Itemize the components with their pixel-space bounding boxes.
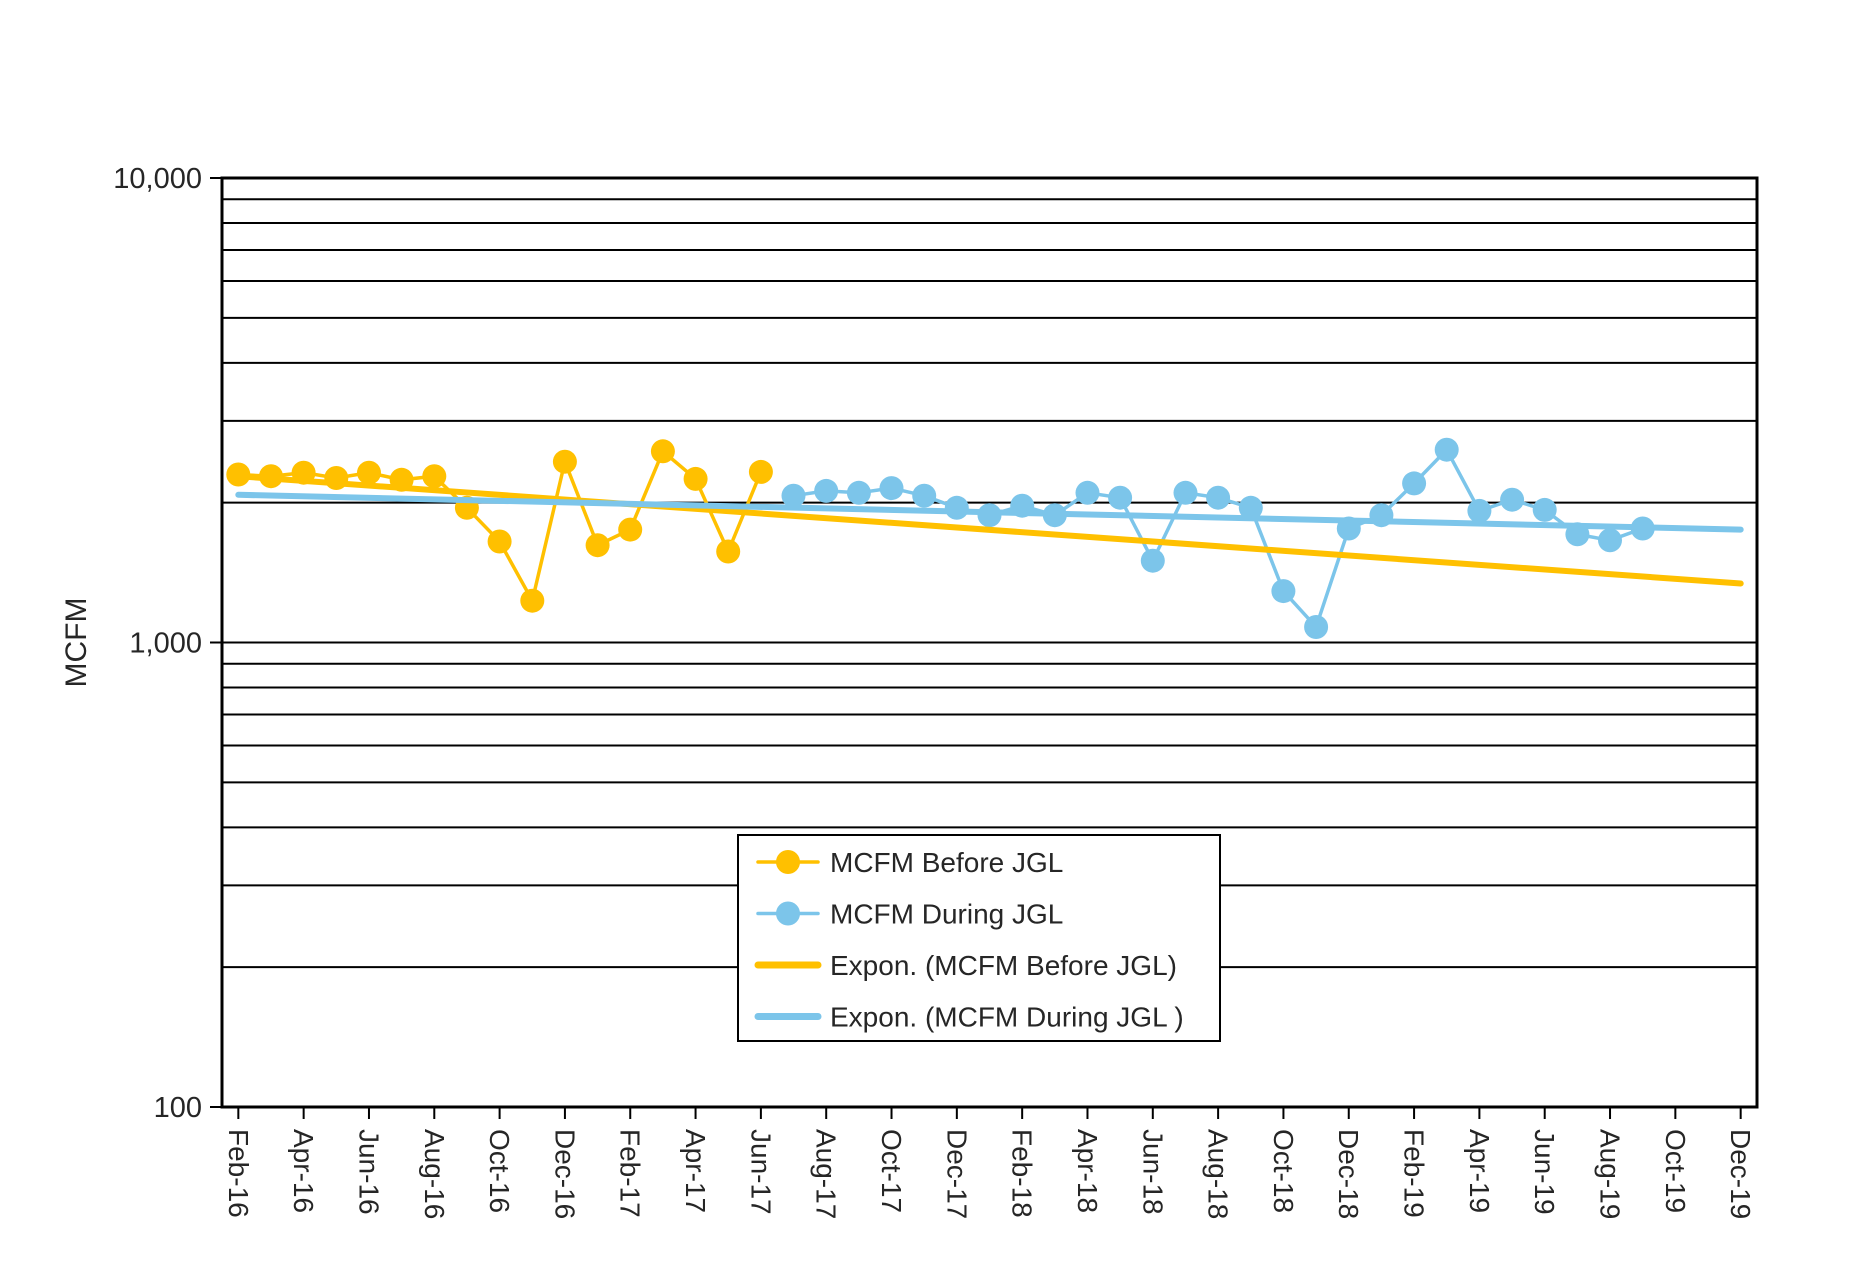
data-point-marker [1206, 485, 1231, 510]
data-point-marker [1075, 480, 1100, 505]
y-tick-label: 10,000 [113, 163, 202, 195]
x-tick-label: Aug-16 [419, 1129, 450, 1219]
legend-sample-marker [776, 901, 800, 926]
data-point-marker [1402, 471, 1427, 496]
legend-label: MCFM Before JGL [830, 847, 1063, 878]
x-tick-label: Feb-18 [1007, 1129, 1038, 1218]
data-point-marker [944, 495, 969, 520]
x-tick-label: Apr-19 [1464, 1129, 1495, 1213]
x-tick-label: Feb-19 [1399, 1129, 1430, 1218]
x-tick-label: Jun-18 [1137, 1129, 1168, 1215]
x-tick-label: Dec-16 [549, 1129, 580, 1219]
data-point-marker [1108, 485, 1133, 510]
data-point-marker [846, 480, 871, 505]
y-axis-title: MCFM [60, 598, 93, 688]
x-tick-label: Feb-17 [615, 1129, 646, 1218]
series-line-1 [793, 446, 1644, 631]
data-point-marker [683, 466, 708, 491]
data-point-marker [716, 539, 741, 564]
x-tick-label: Jun-16 [353, 1129, 384, 1215]
data-point-marker [618, 517, 643, 542]
x-tick-label: Jun-17 [745, 1129, 776, 1215]
legend-label: MCFM During JGL [830, 899, 1063, 930]
legend-sample-marker [776, 850, 800, 874]
data-point-marker [520, 588, 545, 613]
data-point-marker [487, 529, 512, 554]
y-tick-label: 1,000 [129, 628, 202, 660]
x-tick-label: Oct-19 [1660, 1129, 1691, 1213]
y-tick-label: 100 [154, 1092, 202, 1124]
data-point-marker [1598, 528, 1622, 553]
data-point-marker [748, 459, 773, 484]
data-point-marker [1238, 495, 1263, 520]
data-point-marker [650, 439, 675, 464]
x-tick-label: Apr-16 [288, 1129, 319, 1213]
data-point-marker [879, 476, 904, 501]
x-tick-label: Apr-17 [680, 1129, 711, 1213]
x-tick-label: Dec-17 [941, 1129, 972, 1219]
x-tick-label: Dec-18 [1333, 1129, 1364, 1219]
data-point-marker [1140, 548, 1165, 573]
data-point-marker [1467, 498, 1492, 523]
data-point-marker [1532, 497, 1557, 522]
x-tick-label: Dec-19 [1725, 1129, 1756, 1219]
x-tick-label: Aug-19 [1595, 1129, 1626, 1219]
trendline-0 [235, 473, 1744, 587]
data-point-marker [912, 483, 937, 508]
x-tick-label: Oct-17 [876, 1129, 907, 1213]
x-tick-label: Oct-18 [1268, 1129, 1299, 1213]
data-point-marker [552, 449, 577, 474]
data-point-marker [1500, 487, 1525, 512]
x-tick-label: Aug-17 [811, 1129, 842, 1219]
x-tick-label: Apr-18 [1072, 1129, 1103, 1213]
legend-label: Expon. (MCFM During JGL ) [830, 1002, 1184, 1033]
data-point-marker [357, 460, 381, 485]
data-point-marker [1271, 579, 1296, 604]
data-point-marker [1173, 480, 1198, 505]
legend-label: Expon. (MCFM Before JGL) [830, 950, 1177, 981]
data-point-marker [585, 533, 610, 558]
data-point-marker [814, 478, 839, 503]
x-tick-label: Aug-18 [1203, 1129, 1234, 1219]
x-tick-label: Oct-16 [484, 1129, 515, 1213]
data-point-marker [1434, 437, 1459, 462]
data-point-marker [422, 464, 447, 489]
data-point-marker [1304, 615, 1329, 639]
series-line-0 [238, 448, 763, 606]
trendline-1 [235, 491, 1744, 533]
legend-box [737, 834, 1221, 1042]
data-point-marker [781, 483, 806, 508]
x-tick-label: Feb-16 [223, 1129, 254, 1218]
x-tick-label: Jun-19 [1529, 1129, 1560, 1215]
